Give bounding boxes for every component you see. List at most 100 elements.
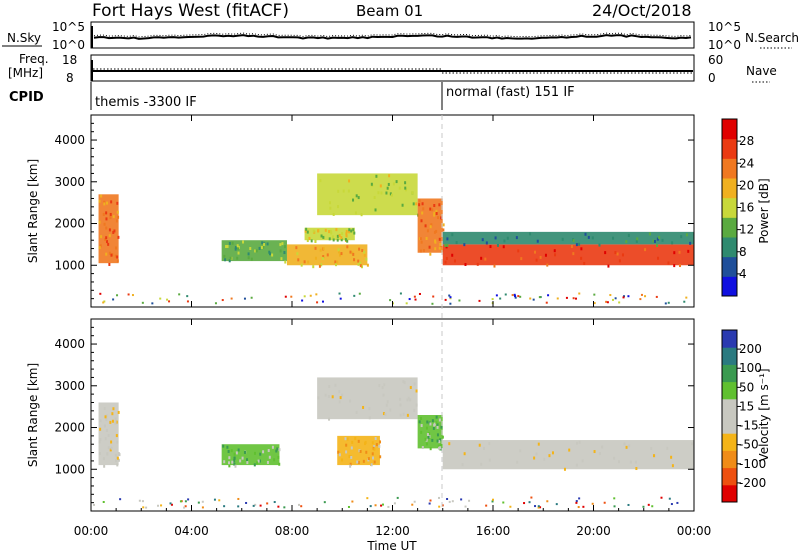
scatter-speck: [399, 403, 402, 407]
scatter-speck: [357, 196, 360, 200]
near-range-speck: [614, 297, 617, 300]
scatter-speck: [247, 252, 250, 256]
scatter-speck: [337, 205, 340, 209]
beam-label: Beam 01: [356, 2, 423, 20]
scatter-speck: [455, 241, 458, 245]
near-range-speck: [157, 504, 160, 507]
near-range-speck: [593, 293, 596, 296]
scatter-speck: [106, 452, 109, 456]
nsky-tick-top: 10^5: [52, 20, 85, 34]
near-range-speck: [499, 297, 502, 300]
scatter-speck: [382, 412, 385, 416]
near-range-speck: [647, 503, 650, 506]
scatter-speck: [437, 444, 440, 448]
scatter-speck: [99, 438, 102, 442]
near-range-speck: [353, 294, 356, 297]
scatter-speck: [648, 232, 651, 236]
scatter-speck: [361, 265, 364, 269]
scatter-speck: [432, 426, 435, 430]
scatter-speck: [374, 208, 377, 212]
scatter-speck: [241, 456, 244, 460]
colorbar-swatch: [722, 138, 737, 159]
scatter-speck: [386, 400, 389, 404]
scatter-speck: [529, 232, 532, 236]
scatter-speck: [617, 460, 620, 464]
near-range-speck: [396, 496, 399, 499]
colorbar-swatch: [722, 256, 737, 277]
scatter-speck: [114, 453, 117, 457]
scatter-speck: [357, 439, 360, 443]
scatter-speck: [420, 219, 423, 223]
scatter-speck: [351, 440, 354, 444]
cpid-mode-normal: normal (fast) 151 IF: [446, 85, 575, 100]
near-range-speck: [380, 504, 383, 507]
scatter-speck: [116, 456, 119, 460]
scatter-speck: [234, 245, 237, 249]
scatter-speck: [268, 455, 271, 459]
scatter-speck: [236, 244, 239, 248]
scatter-speck: [273, 458, 276, 462]
scatter-speck: [612, 236, 615, 240]
scatter-speck: [371, 452, 374, 456]
scatter-speck: [350, 229, 353, 233]
scatter-speck: [488, 458, 491, 462]
cpid-label: CPID: [9, 90, 44, 105]
scatter-speck: [116, 210, 119, 214]
near-range-speck: [237, 497, 240, 500]
scatter-speck: [105, 211, 108, 215]
scatter-speck: [618, 259, 621, 263]
scatter-speck: [578, 242, 581, 246]
y-tick-label: 4000: [54, 133, 85, 147]
scatter-speck: [328, 230, 331, 234]
scatter-speck: [338, 253, 341, 257]
colorbar-tick-label: -100: [739, 457, 766, 471]
scatter-speck: [332, 212, 335, 216]
scatter-speck: [451, 253, 454, 257]
scatter-speck: [661, 238, 664, 242]
scatter-speck: [536, 239, 539, 243]
scatter-speck: [307, 260, 310, 264]
scatter-speck: [336, 234, 339, 238]
scatter-speck: [383, 383, 386, 387]
scatter-speck: [269, 252, 272, 256]
scatter-speck: [392, 182, 395, 186]
near-range-speck: [197, 501, 200, 504]
scatter-speck: [433, 230, 436, 234]
scatter-speck: [345, 443, 348, 447]
scatter-speck: [253, 463, 256, 467]
scatter-speck: [102, 457, 105, 461]
scatter-speck: [117, 235, 120, 239]
scatter-speck: [262, 242, 265, 246]
scatter-speck: [357, 259, 360, 263]
velocity-y-axis: 1000 2000 3000 4000: [54, 326, 694, 504]
scatter-speck: [110, 446, 113, 450]
scatter-speck: [227, 449, 230, 453]
near-range-speck: [166, 298, 169, 301]
near-range-speck: [532, 298, 535, 301]
scatter-speck: [339, 396, 342, 400]
scatter-speck: [652, 454, 655, 458]
scatter-speck: [358, 247, 361, 251]
scatter-speck: [635, 239, 638, 243]
near-range-speck: [245, 501, 248, 504]
near-range-speck: [116, 294, 119, 297]
scatter-speck: [634, 460, 637, 464]
scatter-speck: [114, 420, 117, 424]
scatter-speck: [629, 460, 632, 464]
scatter-speck: [373, 195, 376, 199]
scatter-speck: [379, 455, 382, 459]
near-range-speck: [485, 504, 488, 507]
scatter-speck: [576, 441, 579, 445]
scatter-speck: [108, 262, 111, 266]
scatter-speck: [366, 263, 369, 267]
near-range-speck: [169, 502, 172, 505]
colorbar-swatch: [722, 217, 737, 238]
near-range-speck: [230, 297, 233, 300]
colorbar-swatch: [722, 347, 737, 365]
near-range-speck: [399, 292, 402, 295]
scatter-speck: [419, 249, 422, 253]
scatter-speck: [678, 264, 681, 268]
scatter-speck: [438, 203, 441, 207]
scatter-speck: [352, 198, 355, 202]
scatter-speck: [262, 450, 265, 454]
